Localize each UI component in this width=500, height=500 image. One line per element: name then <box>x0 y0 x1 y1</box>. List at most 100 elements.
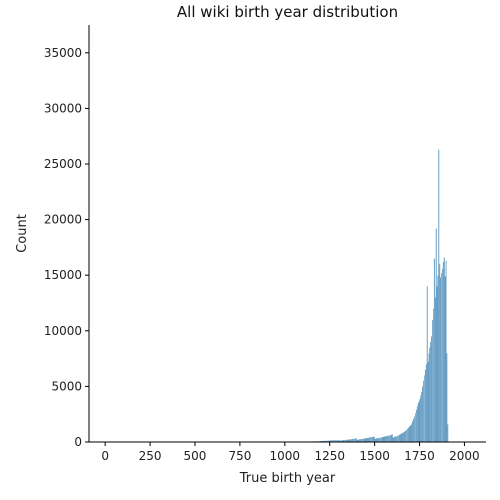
y-tick-label: 30000 <box>44 101 82 115</box>
histogram-bar <box>370 436 373 443</box>
histogram-bar <box>414 416 416 443</box>
histogram-bar <box>392 437 394 443</box>
histogram-bar <box>443 257 445 443</box>
histogram-bar <box>430 341 432 443</box>
bars-group <box>284 149 449 443</box>
histogram-bar <box>376 438 378 443</box>
histogram-bar <box>404 431 406 443</box>
histogram-bar <box>362 438 364 443</box>
histogram-bar <box>377 438 379 443</box>
histogram-bar <box>414 413 417 443</box>
histogram-bar <box>402 432 404 443</box>
y-axis-label: Count <box>15 214 30 253</box>
histogram-bar <box>400 433 402 443</box>
histogram-bar <box>363 438 365 443</box>
histogram-bar <box>368 437 370 443</box>
histogram-bar <box>426 286 428 443</box>
histogram-bar <box>436 286 438 443</box>
histogram-bar <box>386 436 388 443</box>
chart-title: All wiki birth year distribution <box>177 3 398 21</box>
histogram-bar <box>393 436 395 443</box>
histogram-bar <box>439 264 441 443</box>
histogram-bar <box>422 386 424 443</box>
histogram-bar <box>379 437 381 443</box>
y-ticks-group: 0 5000 10000 15000 20000 25000 30000 35000 <box>44 46 89 449</box>
histogram-bar <box>352 438 355 443</box>
x-tick-label: 250 <box>139 449 162 463</box>
histogram-bar <box>423 380 425 443</box>
histogram-bar <box>397 435 399 443</box>
histogram-bar <box>409 425 411 443</box>
histogram-bar <box>367 437 369 443</box>
histogram-bar <box>382 436 384 443</box>
histogram-bar <box>435 228 437 443</box>
histogram-bar <box>378 437 380 443</box>
y-tick-label: 25000 <box>44 157 82 171</box>
histogram-bar <box>372 436 374 443</box>
histogram-bar <box>431 336 433 443</box>
histogram-bar <box>423 375 425 443</box>
histogram-bar <box>434 297 436 443</box>
histogram-bar <box>437 275 439 443</box>
histogram-bar <box>417 403 419 443</box>
histogram-bar <box>415 409 417 443</box>
x-ticks-group: 0 250 500 750 1000 1250 1500 1750 2000 <box>101 442 480 463</box>
histogram-bar <box>424 369 426 443</box>
histogram-bar <box>429 347 431 443</box>
histogram-bar <box>373 436 375 443</box>
histogram-bar <box>412 420 414 443</box>
histogram-bar <box>371 436 373 443</box>
histogram-bar <box>411 423 413 443</box>
histogram-bar <box>388 435 390 443</box>
y-tick-label: 20000 <box>44 213 82 227</box>
x-tick-label: 0 <box>101 449 109 463</box>
x-tick-label: 750 <box>228 449 251 463</box>
histogram-bar <box>390 434 392 443</box>
histogram-bar <box>420 395 422 443</box>
histogram-bar <box>354 438 356 443</box>
histogram-bar <box>438 149 440 443</box>
histogram-bar <box>447 424 449 443</box>
histogram-bar <box>432 319 434 443</box>
histogram-bar <box>364 438 366 443</box>
histogram-bar <box>365 438 367 443</box>
histogram-bar <box>406 428 408 443</box>
histogram-bar <box>379 437 381 443</box>
histogram-bar <box>432 308 434 443</box>
histogram-bar <box>387 435 389 443</box>
y-tick-label: 10000 <box>44 324 82 338</box>
histogram-bar <box>355 438 357 443</box>
histogram-bar <box>433 258 435 443</box>
histogram-bar <box>366 437 368 443</box>
x-tick-label: 500 <box>184 449 207 463</box>
histogram-bar <box>445 260 447 443</box>
histogram-bar <box>375 438 377 443</box>
x-tick-label: 1250 <box>314 449 345 463</box>
y-tick-label: 0 <box>74 435 82 449</box>
histogram-bar <box>398 434 400 443</box>
histogram-bar <box>418 400 420 443</box>
histogram-bar <box>441 272 443 443</box>
histogram-bar <box>405 429 408 443</box>
histogram-bar <box>394 436 396 443</box>
histogram-bar <box>410 425 412 443</box>
histogram-bar <box>353 438 355 443</box>
x-axis-label: True birth year <box>239 471 336 486</box>
histogram-bar <box>385 435 387 443</box>
histogram-bar <box>425 364 427 443</box>
y-tick-label: 5000 <box>51 379 82 393</box>
histogram-bar <box>370 437 372 443</box>
histogram-bar <box>403 431 405 443</box>
histogram-bar <box>397 435 399 443</box>
histogram-bar <box>391 434 393 443</box>
x-tick-label: 1500 <box>359 449 390 463</box>
histogram-bar <box>395 436 397 443</box>
histogram-bar <box>419 398 421 443</box>
histogram-bar <box>374 438 376 443</box>
histogram-bar <box>369 437 371 443</box>
x-tick-label: 2000 <box>449 449 480 463</box>
histogram-bar <box>442 261 444 443</box>
histogram-bar <box>440 277 442 443</box>
histogram-bar <box>389 435 391 443</box>
